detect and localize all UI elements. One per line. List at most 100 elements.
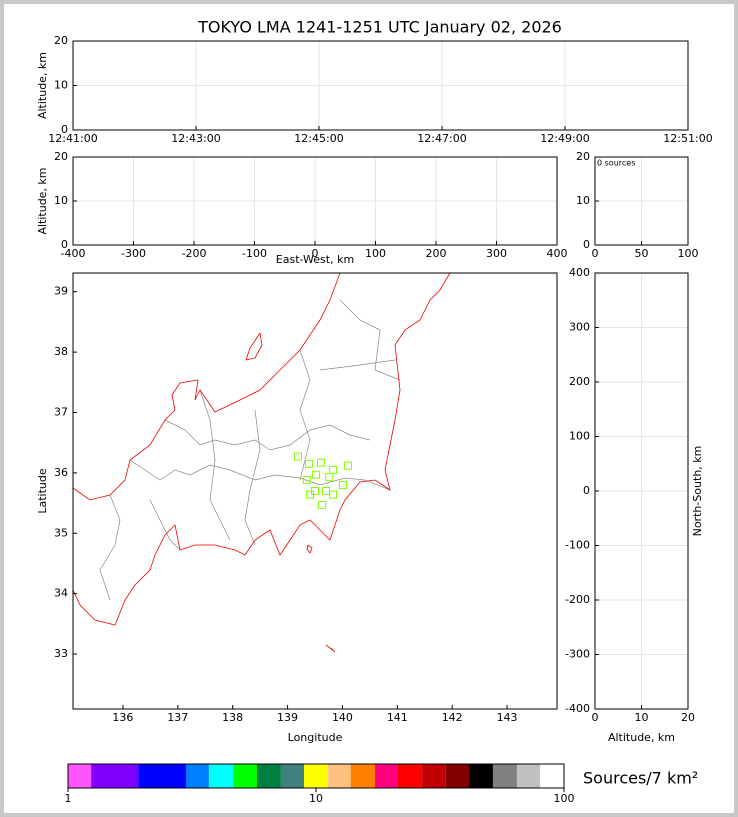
station (338, 480, 347, 489)
x-axis-label: East-West, km (276, 253, 354, 266)
color-bin (469, 764, 493, 788)
station (325, 473, 334, 482)
x-axis-label: Longitude (288, 731, 343, 744)
x-tick-label: 12:43:00 (171, 132, 220, 145)
color-bin (328, 764, 351, 788)
x-tick-label: 100 (554, 792, 575, 805)
y-tick-label: 400 (569, 266, 590, 279)
y-tick-label: -300 (565, 648, 590, 661)
color-bin (492, 764, 517, 788)
color-bin (304, 764, 329, 788)
x-tick-label: -300 (121, 247, 146, 260)
x-tick-label: -400 (61, 247, 86, 260)
station (312, 470, 321, 479)
x-tick-label: 137 (167, 711, 188, 724)
annotation: 0 sources (597, 159, 635, 168)
x-tick-label: 1 (65, 792, 72, 805)
plot-border (72, 40, 689, 131)
x-tick-label: 142 (442, 711, 463, 724)
y-tick-label: 0 (61, 238, 68, 251)
y-tick-label: 35 (54, 526, 68, 539)
station (304, 459, 313, 468)
y-tick-label: 0 (583, 484, 590, 497)
y-axis-label: Altitude, km (36, 167, 49, 234)
y-tick-label: 39 (54, 285, 68, 298)
y-tick-label: 100 (569, 430, 590, 443)
x-tick-label: 12:41:00 (48, 132, 97, 145)
plot-area (72, 272, 558, 710)
x-tick-label: 50 (635, 247, 649, 260)
y-tick-label: 20 (54, 150, 68, 163)
y-tick-label: 0 (61, 123, 68, 136)
y-tick-label: 200 (569, 375, 590, 388)
x-tick-label: -200 (182, 247, 207, 260)
station (317, 458, 326, 467)
color-bin (422, 764, 446, 788)
station (306, 490, 315, 499)
color-bin (233, 764, 257, 788)
station (302, 476, 311, 485)
plot-border (594, 156, 689, 246)
x-tick-label: 400 (547, 247, 568, 260)
x-tick-label: 300 (486, 247, 507, 260)
y-tick-label: 36 (54, 466, 68, 479)
colorbar-label: Sources/7 km² (583, 769, 698, 788)
y-tick-label: 33 (54, 647, 68, 660)
x-axis-label: Altitude, km (608, 731, 675, 744)
x-tick-label: 12:49:00 (540, 132, 589, 145)
y-tick-label: 37 (54, 405, 68, 418)
y-tick-label: -400 (565, 702, 590, 715)
y-axis-label: Latitude (36, 468, 49, 514)
x-tick-label: 100 (365, 247, 386, 260)
y-tick-label: 10 (54, 79, 68, 92)
x-tick-label: -100 (242, 247, 267, 260)
x-tick-label: 100 (678, 247, 699, 260)
color-bin (208, 764, 234, 788)
color-bin (516, 764, 540, 788)
x-tick-label: 0 (592, 711, 599, 724)
y-tick-label: 10 (54, 194, 68, 207)
y-tick-label: 0 (583, 238, 590, 251)
y-tick-label: 20 (576, 150, 590, 163)
x-tick-label: 12:51:00 (663, 132, 712, 145)
station (329, 490, 338, 499)
x-tick-label: 140 (332, 711, 353, 724)
x-tick-label: 0 (312, 247, 319, 260)
y-tick-label: 10 (576, 194, 590, 207)
x-tick-label: 10 (309, 792, 323, 805)
x-tick-label: 139 (277, 711, 298, 724)
plot-border (72, 272, 558, 710)
color-bin (185, 764, 209, 788)
color-bin (350, 764, 376, 788)
x-tick-label: 200 (426, 247, 447, 260)
y-tick-label: 38 (54, 345, 68, 358)
x-tick-label: 12:45:00 (294, 132, 343, 145)
x-tick-label: 20 (681, 711, 695, 724)
color-bin (397, 764, 423, 788)
x-tick-label: 136 (112, 711, 133, 724)
x-tick-label: 12:47:00 (417, 132, 466, 145)
chart-title: TOKYO LMA 1241-1251 UTC January 02, 2026 (197, 18, 562, 37)
map-outline (72, 272, 451, 653)
color-bin (539, 764, 564, 788)
color-bin (138, 764, 186, 788)
color-bin (68, 764, 92, 788)
y-tick-label: 20 (54, 34, 68, 47)
x-tick-label: 0 (592, 247, 599, 260)
x-tick-label: 143 (497, 711, 518, 724)
station (343, 461, 352, 470)
y-tick-label: -100 (565, 539, 590, 552)
y-axis-label: North-South, km (691, 446, 704, 537)
color-bin (256, 764, 281, 788)
plot-border (594, 272, 689, 710)
color-bin (445, 764, 470, 788)
station (318, 500, 327, 509)
color-bin (91, 764, 139, 788)
color-bin (280, 764, 305, 788)
plot-border (72, 156, 558, 246)
x-tick-label: 141 (387, 711, 408, 724)
y-tick-label: -200 (565, 593, 590, 606)
x-tick-label: 10 (635, 711, 649, 724)
y-tick-label: 300 (569, 321, 590, 334)
